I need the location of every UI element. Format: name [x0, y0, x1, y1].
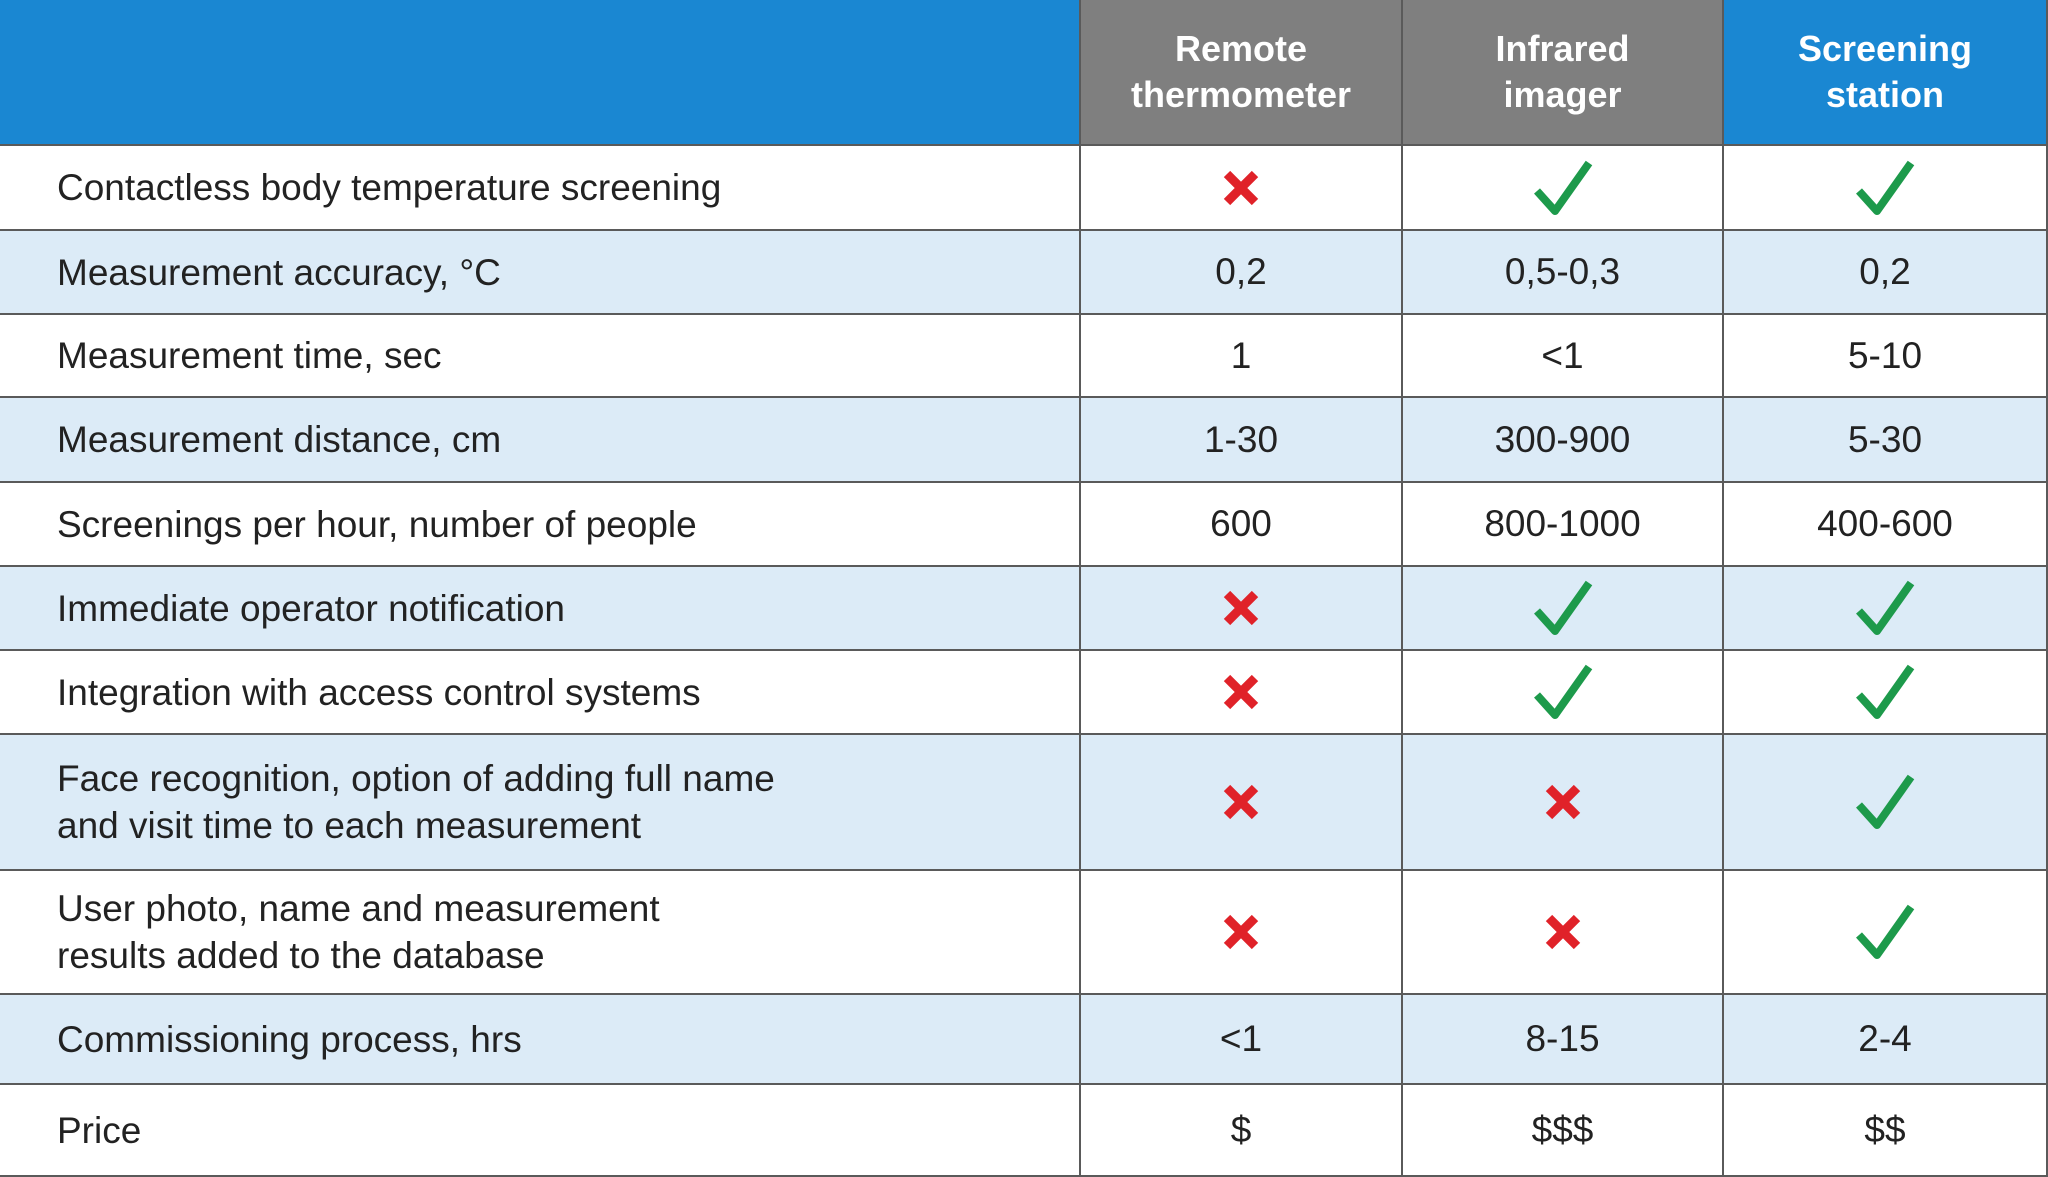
- cell-text: 8-15: [1525, 1018, 1600, 1059]
- table-cell: $$$: [1403, 1085, 1724, 1177]
- table-cell: [1081, 567, 1403, 651]
- check-icon: [1856, 160, 1915, 215]
- table-cell: 0,2: [1081, 231, 1403, 315]
- header-blank: [0, 0, 1081, 146]
- cell-text: 0,2: [1859, 251, 1911, 292]
- cross-icon: [1223, 914, 1259, 950]
- cell-text: <1: [1541, 334, 1584, 376]
- row-label-line: results added to the database: [57, 935, 545, 976]
- cell-text: 0,5-0,3: [1504, 251, 1621, 292]
- cell-text: 300-900: [1494, 418, 1631, 460]
- row-label: Contactless body temperature screening: [0, 146, 1081, 231]
- table-cell: [1081, 735, 1403, 871]
- cross-icon: [1223, 590, 1259, 626]
- table-cell: $: [1081, 1085, 1403, 1177]
- cell-text: 600: [1210, 503, 1272, 544]
- column-header: Infrared imager: [1403, 0, 1724, 146]
- cell-text: $$: [1864, 1109, 1906, 1150]
- table-cell: 1-30: [1081, 398, 1403, 483]
- cross-icon: [1545, 914, 1580, 950]
- row-label: Measurement distance, cm: [0, 398, 1081, 483]
- cell-text: 1: [1230, 334, 1252, 376]
- row-label-line: Price: [57, 1109, 142, 1151]
- table-cell: [1403, 651, 1724, 735]
- row-label: Face recognition, option of adding full …: [0, 735, 1081, 871]
- table-cell: [1724, 146, 2048, 231]
- table-cell: <1: [1403, 315, 1724, 398]
- table-cell: [1724, 651, 2048, 735]
- table-cell: 800-1000: [1403, 483, 1724, 567]
- cell-text: 800-1000: [1484, 503, 1641, 544]
- check-icon: [1856, 904, 1915, 959]
- table-cell: 0,2: [1724, 231, 2048, 315]
- table-cell: 300-900: [1403, 398, 1724, 483]
- cell-text: 2-4: [1858, 1018, 1912, 1059]
- row-label: Commissioning process, hrs: [0, 995, 1081, 1085]
- table-cell: [1403, 871, 1724, 995]
- cross-icon: [1223, 170, 1259, 205]
- column-header: Remote thermometer: [1081, 0, 1403, 146]
- row-label-line: Measurement time, sec: [57, 335, 442, 376]
- column-header: Screening station: [1724, 0, 2048, 146]
- check-icon: [1533, 160, 1592, 215]
- row-label: Integration with access control systems: [0, 651, 1081, 735]
- table-cell: [1724, 567, 2048, 651]
- table-cell: 5-30: [1724, 398, 2048, 483]
- row-label-line: Measurement accuracy, °C: [57, 251, 501, 293]
- cell-text: <1: [1219, 1018, 1263, 1059]
- table-cell: 5-10: [1724, 315, 2048, 398]
- table-cell: 1: [1081, 315, 1403, 398]
- cell-text: 1-30: [1203, 418, 1279, 460]
- table-cell: 8-15: [1403, 995, 1724, 1085]
- row-label: Screenings per hour, number of people: [0, 483, 1081, 567]
- cell-text: 0,2: [1215, 251, 1267, 292]
- check-icon: [1856, 664, 1915, 719]
- row-label: Measurement time, sec: [0, 315, 1081, 398]
- row-label: User photo, name and measurement results …: [0, 871, 1081, 995]
- check-icon: [1533, 580, 1592, 635]
- table-cell: [1403, 735, 1724, 871]
- row-label-line: Integration with access control systems: [57, 671, 701, 713]
- row-label-line: Measurement distance, cm: [57, 419, 502, 460]
- row-label: Measurement accuracy, °C: [0, 231, 1081, 315]
- cross-icon: [1223, 784, 1259, 820]
- table-cell: [1081, 871, 1403, 995]
- row-label-line: Screenings per hour, number of people: [57, 503, 697, 545]
- table-cell: <1: [1081, 995, 1403, 1085]
- row-label-line: Contactless body temperature screening: [57, 167, 722, 208]
- table-cell: 0,5-0,3: [1403, 231, 1724, 315]
- column-header-text: Infrared imager: [1495, 28, 1630, 115]
- cell-text: 5-30: [1847, 418, 1923, 460]
- column-header-text: Remote thermometer: [1130, 28, 1352, 115]
- table-cell: 2-4: [1724, 995, 2048, 1085]
- check-icon: [1856, 580, 1915, 635]
- table-cell: 600: [1081, 483, 1403, 567]
- row-label: Immediate operator notification: [0, 567, 1081, 651]
- row-label: Price: [0, 1085, 1081, 1177]
- table-cell: [1081, 651, 1403, 735]
- cell-text: 400-600: [1817, 503, 1953, 544]
- table-cell: 400-600: [1724, 483, 2048, 567]
- row-label-line: Commissioning process, hrs: [57, 1018, 522, 1060]
- table-cell: [1724, 735, 2048, 871]
- cross-icon: [1223, 674, 1259, 710]
- cross-icon: [1545, 784, 1580, 820]
- table-cell: [1403, 567, 1724, 651]
- table-cell: [1081, 146, 1403, 231]
- cell-text: $: [1230, 1109, 1252, 1150]
- row-label-line: Immediate operator notification: [57, 587, 565, 629]
- row-label-line: and visit time to each measurement: [57, 805, 642, 846]
- check-icon: [1533, 664, 1592, 719]
- check-icon: [1856, 774, 1915, 829]
- table-cell: $$: [1724, 1085, 2048, 1177]
- row-label-line: User photo, name and measurement: [57, 888, 660, 929]
- cell-text: 5-10: [1847, 334, 1923, 376]
- cell-text: $$$: [1531, 1109, 1594, 1150]
- column-header-text: Screening station: [1797, 28, 1973, 115]
- row-label-line: Face recognition, option of adding full …: [57, 758, 775, 799]
- table-cell: [1724, 871, 2048, 995]
- table-cell: [1403, 146, 1724, 231]
